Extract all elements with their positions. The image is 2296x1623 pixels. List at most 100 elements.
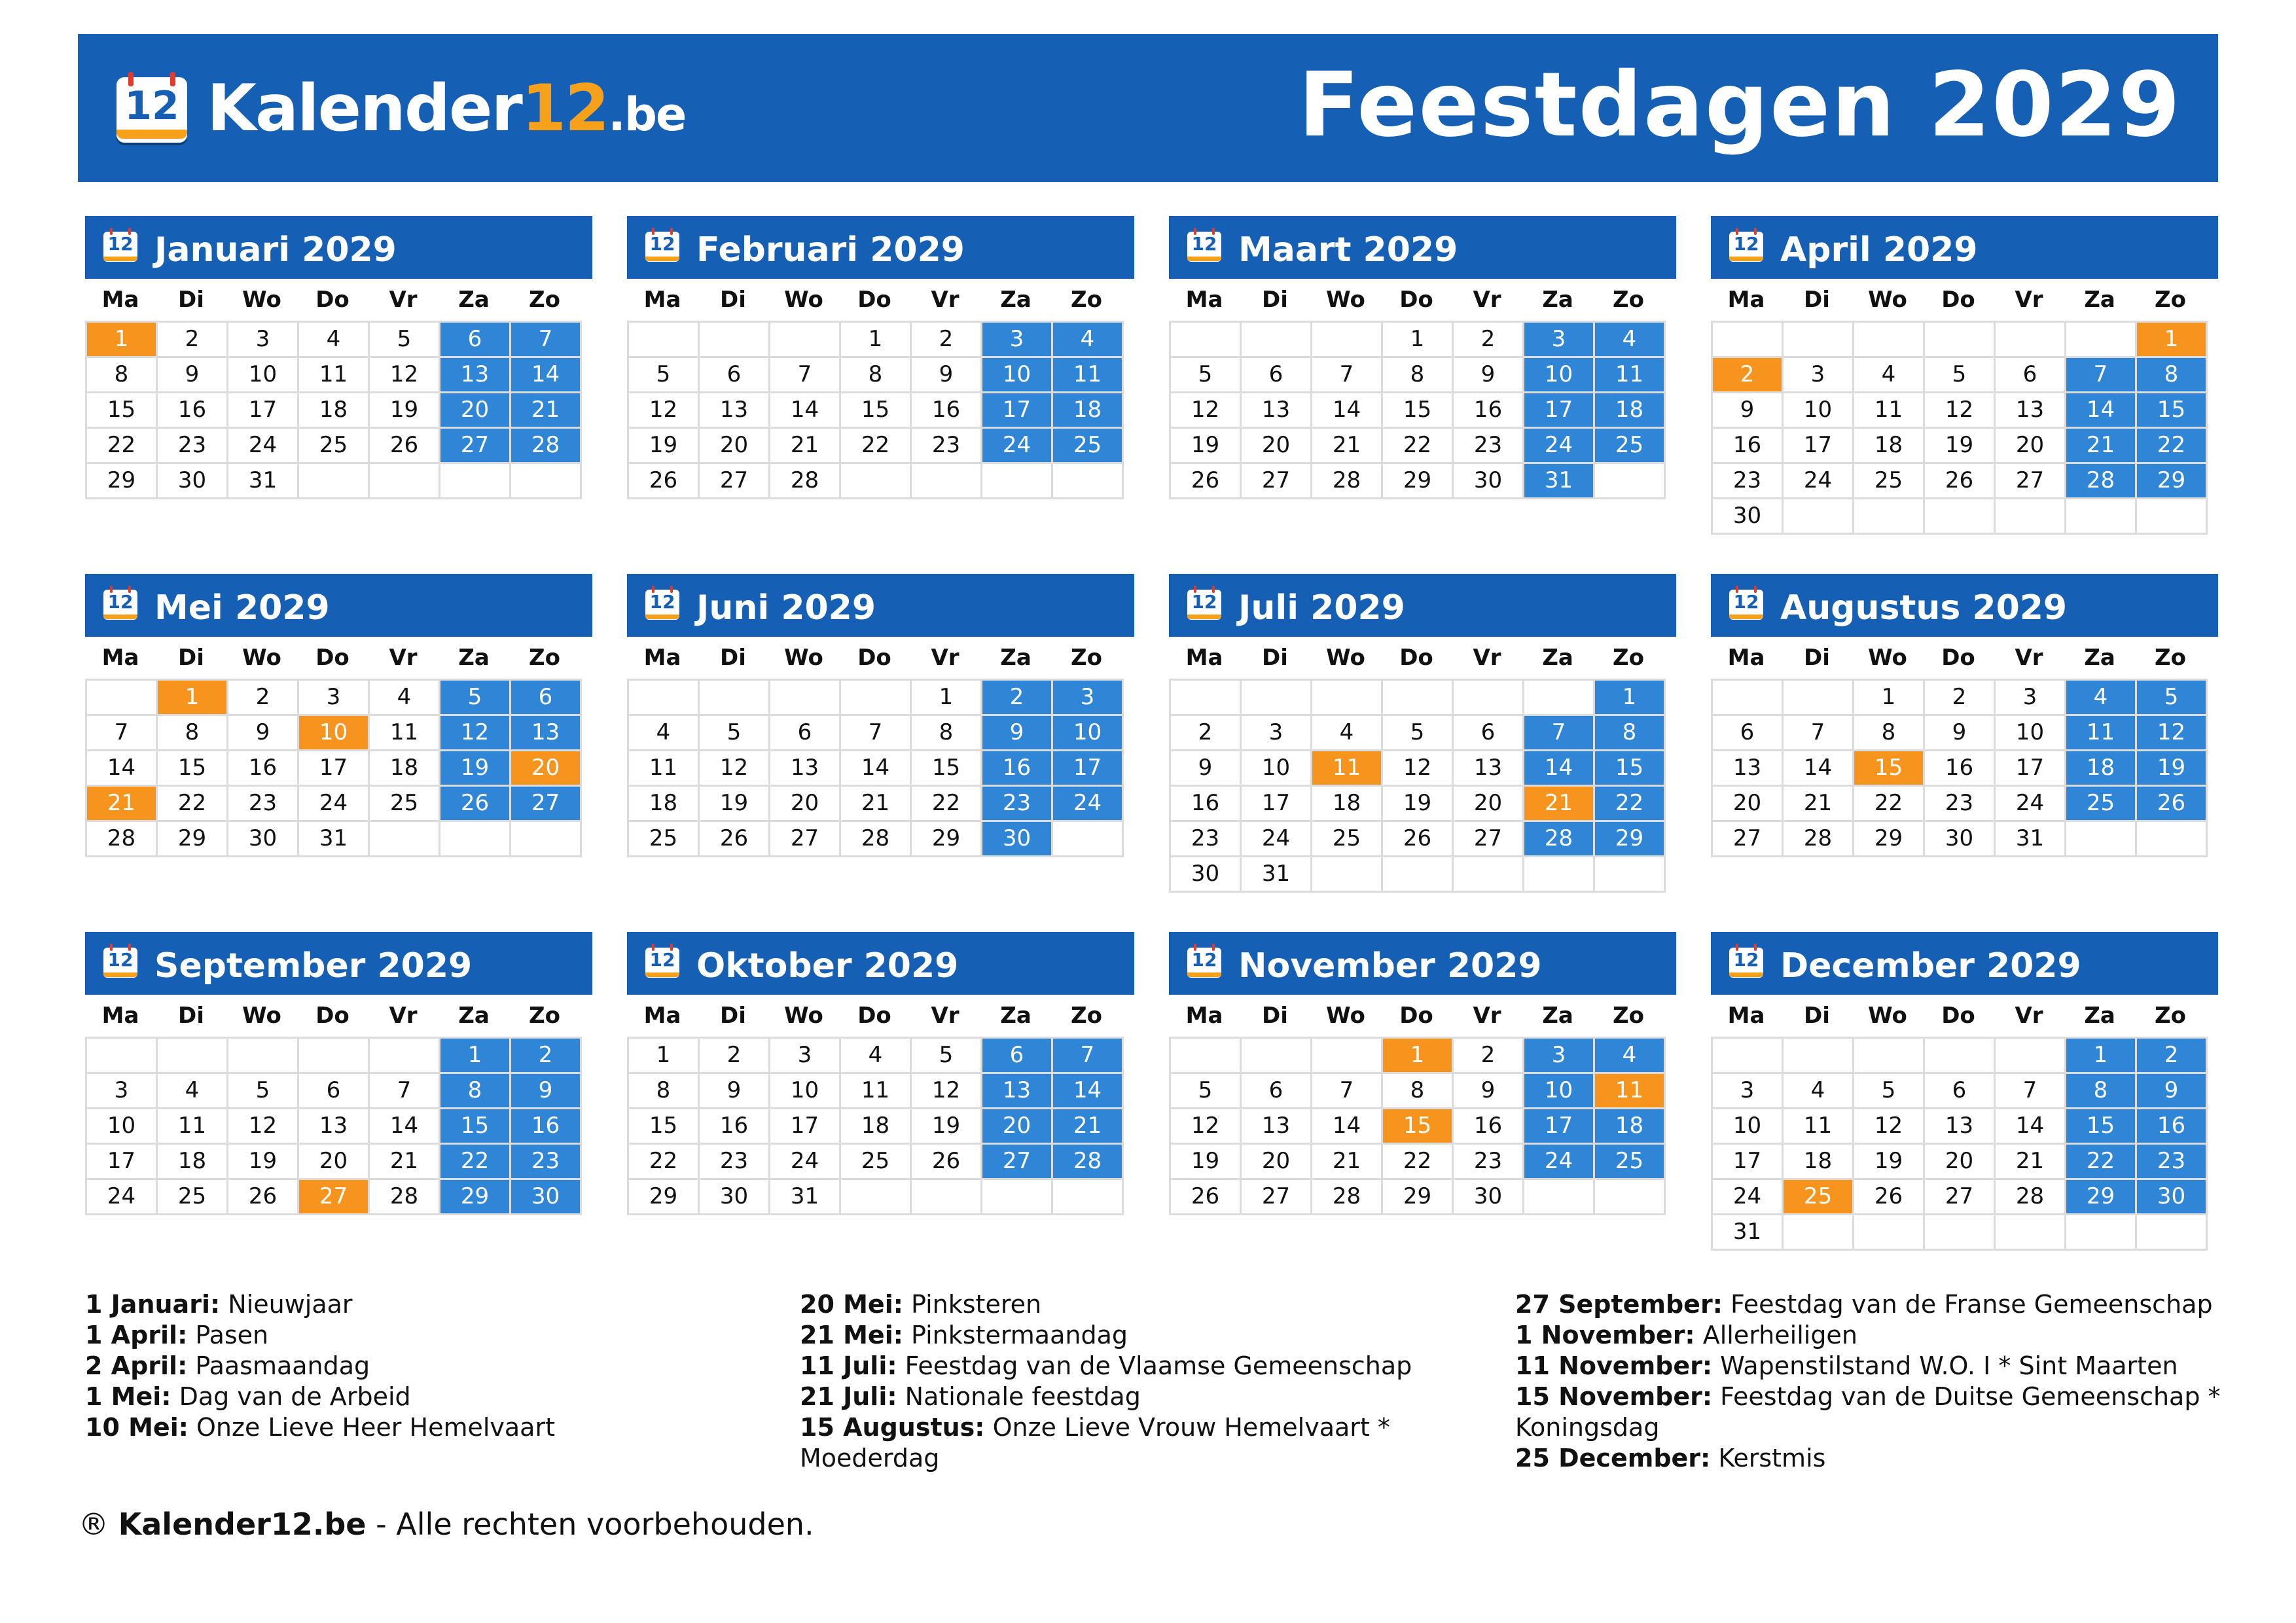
day-cell[interactable]: 19: [1925, 429, 1996, 464]
day-cell[interactable]: 8: [1383, 1074, 1454, 1109]
holiday-day-cell[interactable]: 1: [1383, 1039, 1454, 1074]
day-cell[interactable]: 25: [1854, 464, 1925, 499]
weekend-day-cell[interactable]: 26: [440, 787, 511, 822]
day-cell[interactable]: 15: [158, 751, 228, 787]
weekend-day-cell[interactable]: 24: [982, 429, 1053, 464]
holiday-day-cell[interactable]: 15: [1854, 751, 1925, 787]
day-cell[interactable]: 3: [299, 681, 370, 716]
day-cell[interactable]: 4: [299, 323, 370, 358]
weekend-day-cell[interactable]: 31: [1524, 464, 1595, 499]
day-cell[interactable]: 18: [629, 787, 700, 822]
day-cell[interactable]: 27: [1996, 464, 2066, 499]
day-cell[interactable]: 6: [1242, 1074, 1312, 1109]
day-cell[interactable]: 12: [1171, 393, 1242, 429]
day-cell[interactable]: 13: [299, 1109, 370, 1145]
day-cell[interactable]: 19: [700, 787, 770, 822]
day-cell[interactable]: 9: [1713, 393, 1784, 429]
day-cell[interactable]: 14: [1996, 1109, 2066, 1145]
weekend-day-cell[interactable]: 4: [2066, 681, 2137, 716]
day-cell[interactable]: 21: [841, 787, 912, 822]
weekend-day-cell[interactable]: 2: [2137, 1039, 2208, 1074]
day-cell[interactable]: 5: [1925, 358, 1996, 393]
day-cell[interactable]: 21: [770, 429, 841, 464]
day-cell[interactable]: 8: [87, 358, 158, 393]
day-cell[interactable]: 26: [912, 1145, 982, 1180]
day-cell[interactable]: 10: [770, 1074, 841, 1109]
holiday-day-cell[interactable]: 27: [299, 1180, 370, 1215]
day-cell[interactable]: 3: [228, 323, 299, 358]
day-cell[interactable]: 22: [1854, 787, 1925, 822]
day-cell[interactable]: 17: [228, 393, 299, 429]
day-cell[interactable]: 30: [1925, 822, 1996, 857]
day-cell[interactable]: 12: [1383, 751, 1454, 787]
day-cell[interactable]: 20: [1242, 429, 1312, 464]
holiday-day-cell[interactable]: 10: [299, 716, 370, 751]
day-cell[interactable]: 14: [87, 751, 158, 787]
day-cell[interactable]: 12: [1925, 393, 1996, 429]
day-cell[interactable]: 24: [1242, 822, 1312, 857]
day-cell[interactable]: 16: [912, 393, 982, 429]
day-cell[interactable]: 9: [1454, 1074, 1524, 1109]
site-logo[interactable]: 12 Kalender12.be: [114, 71, 687, 147]
holiday-day-cell[interactable]: 1: [87, 323, 158, 358]
weekend-day-cell[interactable]: 21: [511, 393, 582, 429]
day-cell[interactable]: 13: [1454, 751, 1524, 787]
weekend-day-cell[interactable]: 11: [2066, 716, 2137, 751]
day-cell[interactable]: 30: [1171, 857, 1242, 893]
day-cell[interactable]: 3: [1242, 716, 1312, 751]
day-cell[interactable]: 25: [299, 429, 370, 464]
day-cell[interactable]: 9: [1925, 716, 1996, 751]
day-cell[interactable]: 19: [1854, 1145, 1925, 1180]
weekend-day-cell[interactable]: 9: [982, 716, 1053, 751]
day-cell[interactable]: 18: [1854, 429, 1925, 464]
weekend-day-cell[interactable]: 8: [2066, 1074, 2137, 1109]
day-cell[interactable]: 28: [1996, 1180, 2066, 1215]
day-cell[interactable]: 18: [841, 1109, 912, 1145]
holiday-day-cell[interactable]: 25: [1784, 1180, 1854, 1215]
holiday-day-cell[interactable]: 11: [1312, 751, 1383, 787]
weekend-day-cell[interactable]: 2: [511, 1039, 582, 1074]
day-cell[interactable]: 19: [228, 1145, 299, 1180]
day-cell[interactable]: 9: [700, 1074, 770, 1109]
day-cell[interactable]: 17: [770, 1109, 841, 1145]
weekend-day-cell[interactable]: 4: [1053, 323, 1124, 358]
day-cell[interactable]: 21: [370, 1145, 440, 1180]
day-cell[interactable]: 28: [370, 1180, 440, 1215]
day-cell[interactable]: 7: [1996, 1074, 2066, 1109]
holiday-day-cell[interactable]: 21: [1524, 787, 1595, 822]
day-cell[interactable]: 31: [770, 1180, 841, 1215]
holiday-day-cell[interactable]: 15: [1383, 1109, 1454, 1145]
day-cell[interactable]: 17: [1242, 787, 1312, 822]
weekend-day-cell[interactable]: 21: [1053, 1109, 1124, 1145]
weekend-day-cell[interactable]: 9: [2137, 1074, 2208, 1109]
day-cell[interactable]: 3: [1996, 681, 2066, 716]
day-cell[interactable]: 6: [1996, 358, 2066, 393]
day-cell[interactable]: 13: [700, 393, 770, 429]
weekend-day-cell[interactable]: 25: [1595, 1145, 1666, 1180]
day-cell[interactable]: 25: [158, 1180, 228, 1215]
day-cell[interactable]: 9: [912, 358, 982, 393]
weekend-day-cell[interactable]: 1: [440, 1039, 511, 1074]
weekend-day-cell[interactable]: 1: [1595, 681, 1666, 716]
day-cell[interactable]: 16: [700, 1109, 770, 1145]
day-cell[interactable]: 29: [87, 464, 158, 499]
day-cell[interactable]: 28: [1784, 822, 1854, 857]
day-cell[interactable]: 14: [841, 751, 912, 787]
weekend-day-cell[interactable]: 24: [1524, 429, 1595, 464]
day-cell[interactable]: 13: [1996, 393, 2066, 429]
day-cell[interactable]: 20: [700, 429, 770, 464]
day-cell[interactable]: 5: [1171, 358, 1242, 393]
day-cell[interactable]: 1: [912, 681, 982, 716]
weekend-day-cell[interactable]: 27: [982, 1145, 1053, 1180]
weekend-day-cell[interactable]: 28: [1053, 1145, 1124, 1180]
day-cell[interactable]: 3: [770, 1039, 841, 1074]
day-cell[interactable]: 1: [629, 1039, 700, 1074]
day-cell[interactable]: 2: [700, 1039, 770, 1074]
day-cell[interactable]: 22: [158, 787, 228, 822]
day-cell[interactable]: 20: [1454, 787, 1524, 822]
day-cell[interactable]: 19: [1171, 429, 1242, 464]
day-cell[interactable]: 29: [912, 822, 982, 857]
day-cell[interactable]: 20: [1996, 429, 2066, 464]
day-cell[interactable]: 27: [1242, 1180, 1312, 1215]
day-cell[interactable]: 6: [1925, 1074, 1996, 1109]
